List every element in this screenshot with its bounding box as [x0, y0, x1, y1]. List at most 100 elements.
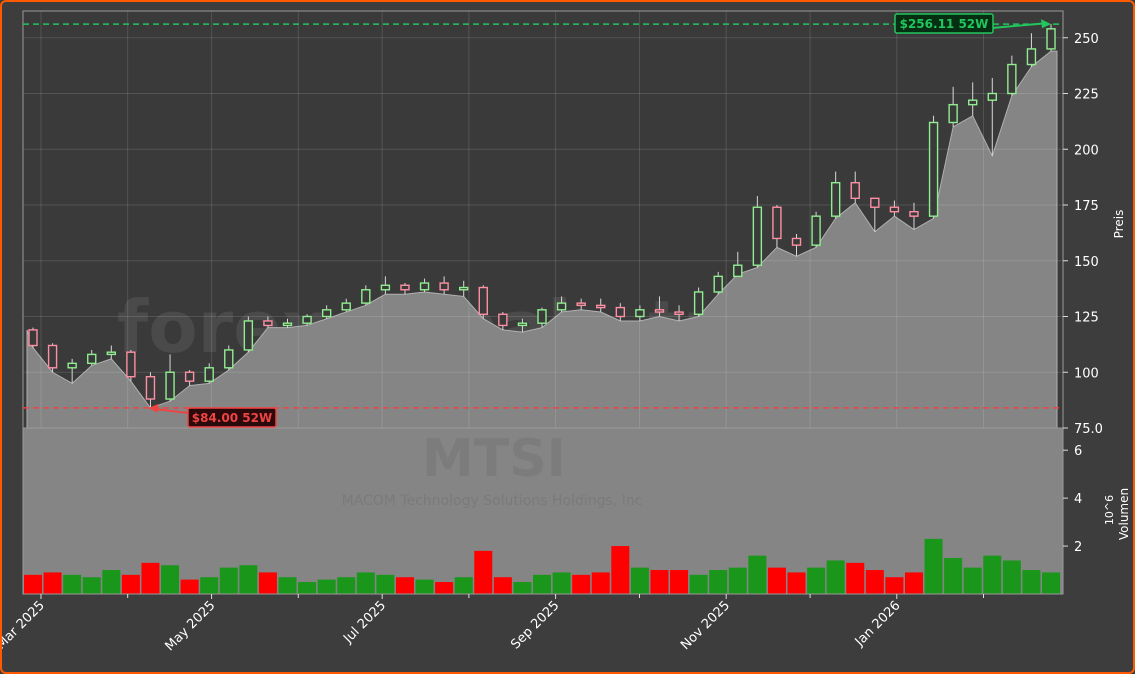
price-tick-label: 250 [1074, 32, 1099, 47]
volume-bar [82, 577, 101, 594]
volume-bar [826, 560, 845, 594]
candle-body [1046, 28, 1056, 50]
candle-body [380, 284, 391, 291]
volume-bar [630, 567, 649, 594]
volume-multiplier: 10^6 [1103, 495, 1116, 525]
candle-body [341, 302, 351, 311]
high-arrow [991, 22, 1048, 29]
candle-body [47, 344, 58, 369]
high-label: $256.11 52W [900, 17, 989, 31]
price-area [26, 50, 1058, 429]
high-arrow-head [1041, 19, 1052, 29]
volume-bar [141, 562, 160, 594]
candle-body [126, 351, 136, 378]
volume-bar [885, 577, 904, 594]
candle-body [791, 237, 802, 246]
volume-bar [611, 546, 630, 594]
volume-panel-border [22, 427, 1064, 595]
volume-tick-label: 6 [1074, 444, 1082, 459]
candle-body [596, 304, 606, 309]
candle-body [184, 371, 195, 382]
x-tick-label: May 2025 [162, 598, 218, 654]
price-tick-label: 125 [1074, 311, 1099, 326]
candle-body [850, 182, 860, 200]
volume-bar [298, 582, 317, 594]
price-tick-label: 100 [1074, 366, 1099, 381]
volume-bar [278, 577, 297, 594]
volume-bar [728, 567, 747, 594]
candle-body [165, 371, 175, 400]
x-tick-label: Jan 2026 [852, 598, 904, 650]
candle-body [106, 351, 117, 356]
candle-body [282, 322, 293, 327]
candle-body [400, 284, 410, 291]
volume-bar [454, 577, 473, 594]
volume-bar [689, 574, 708, 594]
volume-bar [474, 550, 493, 594]
volume-tick-label: 2 [1074, 540, 1082, 555]
volume-bar [963, 567, 982, 594]
volume-bar [356, 572, 375, 594]
low-arrow [154, 407, 189, 414]
x-tick-label: Sep 2025 [508, 598, 562, 652]
candle-body [968, 99, 978, 106]
low-label-box [187, 407, 277, 428]
volume-bar [944, 558, 963, 594]
candle-body [576, 302, 586, 307]
volume-bar [1042, 572, 1061, 594]
volume-bar [767, 567, 786, 594]
volume-bar [670, 570, 689, 594]
volume-bar [337, 577, 356, 594]
volume-bar [533, 574, 552, 594]
price-tick-label: 150 [1074, 255, 1099, 270]
volume-bar [846, 562, 865, 594]
volume-bar [983, 555, 1002, 594]
x-tick-label: Mar 2025 [2, 598, 48, 652]
volume-bar [552, 572, 571, 594]
candle-body [28, 329, 38, 347]
volume-bar [219, 567, 238, 594]
volume-bar [513, 582, 532, 594]
candle-body [772, 206, 782, 240]
volume-bar [43, 572, 62, 594]
volume-bar [709, 570, 728, 594]
price-tick-label: 200 [1074, 143, 1099, 158]
candle-body [889, 206, 900, 213]
price-tick-label: 225 [1074, 88, 1099, 103]
volume-bar [435, 582, 454, 594]
candle-body [674, 311, 684, 315]
volume-bar [787, 572, 806, 594]
candle-body [987, 92, 997, 101]
candle-body [556, 302, 567, 311]
candle-body [654, 309, 665, 313]
volume-axis-label: Volumen [1117, 488, 1131, 540]
price-tick-label: 75.0 [1074, 422, 1103, 437]
candle-body [517, 322, 528, 327]
volume-bar [807, 567, 826, 594]
volume-bar [865, 570, 884, 594]
candle-body [693, 291, 704, 315]
candle-body [243, 320, 254, 351]
price-tick-label: 175 [1074, 199, 1099, 214]
volume-bar [239, 565, 258, 594]
company-watermark: MACOM Technology Solutions Holdings, Inc [342, 493, 643, 509]
candle-body [733, 264, 743, 278]
volume-bar [650, 570, 669, 594]
volume-bar [572, 574, 591, 594]
candle-body [713, 275, 723, 293]
low-arrow-head [148, 403, 159, 413]
volume-bar [1022, 570, 1041, 594]
volume-bar [493, 577, 512, 594]
candle-body [224, 349, 234, 369]
candle-body [87, 353, 97, 365]
x-tick-label: Nov 2025 [678, 598, 733, 653]
candle-body [498, 313, 508, 327]
volume-bar [161, 565, 180, 594]
candle-body [361, 289, 371, 304]
candle-body [830, 182, 841, 217]
volume-bar [904, 572, 923, 594]
candle-body [263, 320, 273, 327]
candle-body [948, 103, 958, 124]
volume-tick-label: 4 [1074, 492, 1082, 507]
